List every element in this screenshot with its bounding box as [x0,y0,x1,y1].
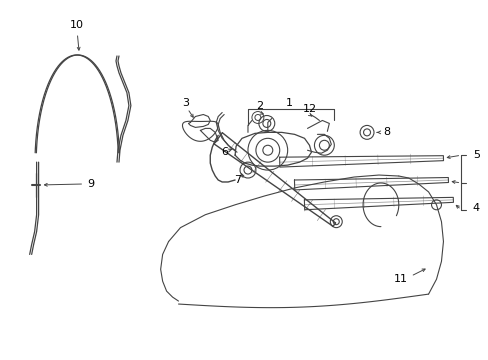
Text: 8: 8 [383,127,389,138]
Text: 6: 6 [221,147,228,157]
Text: 3: 3 [182,98,188,108]
Text: 11: 11 [393,274,407,284]
Text: 12: 12 [302,104,316,113]
Text: 9: 9 [87,179,95,189]
Text: 1: 1 [285,98,292,108]
Text: 7: 7 [234,175,241,185]
Text: 4: 4 [472,203,479,213]
Text: 5: 5 [472,150,479,160]
Text: 10: 10 [70,20,84,30]
Text: 2: 2 [256,100,263,111]
